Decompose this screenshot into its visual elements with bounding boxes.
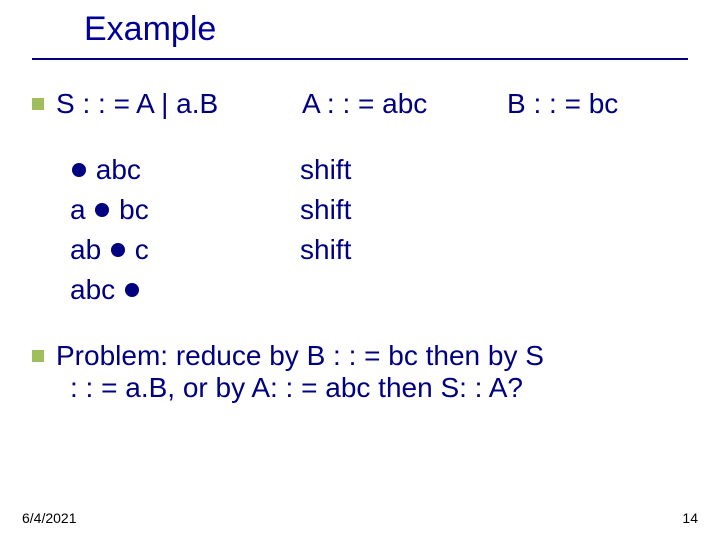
- grammar-s-cell: S : : = A | a.B: [32, 88, 302, 120]
- table-row: a bc shift: [70, 190, 351, 230]
- stack-cell: abc: [70, 274, 300, 306]
- stack-cell: ab c: [70, 234, 300, 266]
- problem-line-2: : : = a.B, or by A: : = abc then S: : A?: [32, 372, 688, 404]
- stack-after: c: [135, 234, 149, 265]
- table-row: abc: [70, 270, 351, 310]
- dot-icon: [95, 203, 109, 217]
- problem-text-1: Problem: reduce by B : : = bc then by S: [56, 340, 544, 371]
- action-cell: shift: [300, 234, 351, 266]
- stack-cell: a bc: [70, 194, 300, 226]
- footer-page: 14: [682, 510, 698, 526]
- parse-table: abc shift a bc shift ab c shift abc: [70, 150, 351, 310]
- stack-after: abc: [96, 154, 141, 185]
- dot-icon: [125, 283, 139, 297]
- stack-cell: abc: [70, 154, 300, 186]
- slide-title: Example: [84, 10, 216, 49]
- dot-icon: [111, 243, 125, 257]
- dot-icon: [72, 163, 86, 177]
- stack-before: a: [70, 194, 86, 225]
- table-row: ab c shift: [70, 230, 351, 270]
- square-bullet-icon: [32, 350, 44, 362]
- grammar-a: A : : = abc: [302, 88, 507, 120]
- stack-before: ab: [70, 234, 101, 265]
- grammar-row: S : : = A | a.B A : : = abc B : : = bc: [32, 88, 688, 120]
- grammar-s: S : : = A | a.B: [56, 88, 218, 119]
- table-row: abc shift: [70, 150, 351, 190]
- action-cell: shift: [300, 194, 351, 226]
- square-bullet-icon: [32, 98, 44, 110]
- grammar-b: B : : = bc: [507, 88, 618, 120]
- action-cell: shift: [300, 154, 351, 186]
- problem-line-1: Problem: reduce by B : : = bc then by S: [32, 340, 688, 372]
- stack-before: abc: [70, 274, 115, 305]
- problem-block: Problem: reduce by B : : = bc then by S …: [32, 340, 688, 404]
- footer-date: 6/4/2021: [22, 510, 77, 526]
- stack-after: bc: [119, 194, 149, 225]
- title-bar: Example: [32, 8, 688, 60]
